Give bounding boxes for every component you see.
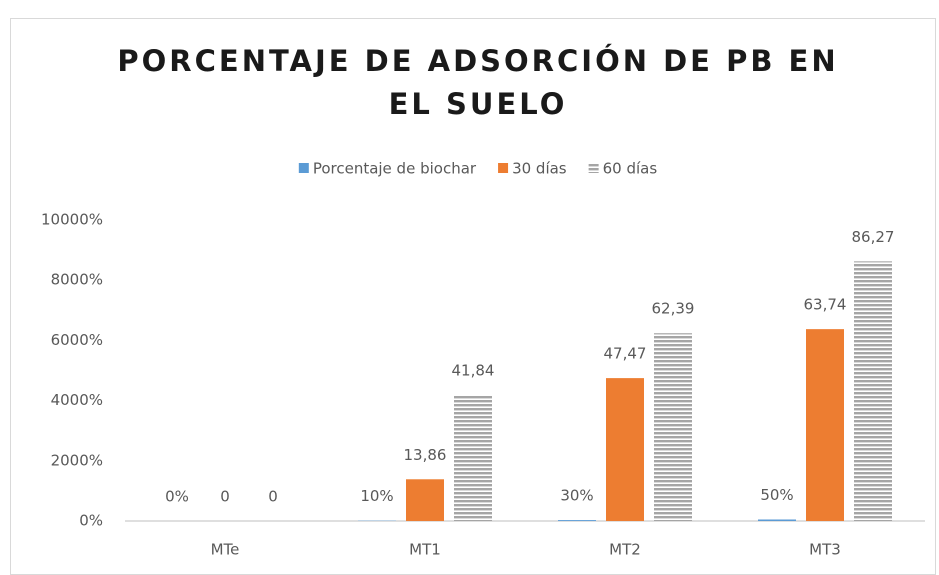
data-label: 0 — [268, 488, 278, 506]
legend-label: Porcentaje de biochar — [313, 160, 477, 178]
chart-title: EL SUELO — [389, 87, 568, 121]
bar — [854, 261, 892, 521]
y-tick-label: 6000% — [51, 331, 103, 349]
bar — [758, 519, 796, 521]
data-label: 0% — [165, 488, 189, 506]
data-label: 62,39 — [652, 300, 695, 318]
x-tick-label: MTe — [211, 541, 240, 559]
bar — [806, 329, 844, 521]
y-tick-label: 10000% — [41, 211, 103, 229]
bar — [606, 378, 644, 521]
legend-swatch — [298, 163, 309, 173]
bar — [654, 333, 692, 521]
chart-title: PORCENTAJE DE ADSORCIÓN DE PB EN — [117, 44, 838, 78]
legend-label: 30 días — [512, 160, 567, 178]
y-tick-label: 8000% — [51, 271, 103, 289]
bar — [558, 520, 596, 521]
data-label: 41,84 — [452, 362, 495, 380]
data-label: 30% — [560, 487, 593, 505]
legend-swatch — [588, 163, 599, 173]
y-tick-label: 2000% — [51, 451, 103, 469]
x-tick-label: MT3 — [809, 541, 841, 559]
x-tick-label: MT1 — [409, 541, 441, 559]
legend-label: 60 días — [603, 160, 658, 178]
data-label: 47,47 — [604, 345, 647, 363]
x-tick-label: MT2 — [609, 541, 641, 559]
bar — [454, 395, 492, 521]
data-label: 13,86 — [404, 446, 447, 464]
y-tick-label: 0% — [79, 512, 103, 530]
data-label: 50% — [760, 486, 793, 504]
y-tick-label: 4000% — [51, 391, 103, 409]
bar — [406, 479, 444, 521]
data-label: 0 — [220, 488, 230, 506]
legend-swatch — [498, 163, 509, 173]
data-label: 10% — [360, 487, 393, 505]
data-label: 86,27 — [852, 228, 895, 246]
data-label: 63,74 — [804, 296, 847, 314]
